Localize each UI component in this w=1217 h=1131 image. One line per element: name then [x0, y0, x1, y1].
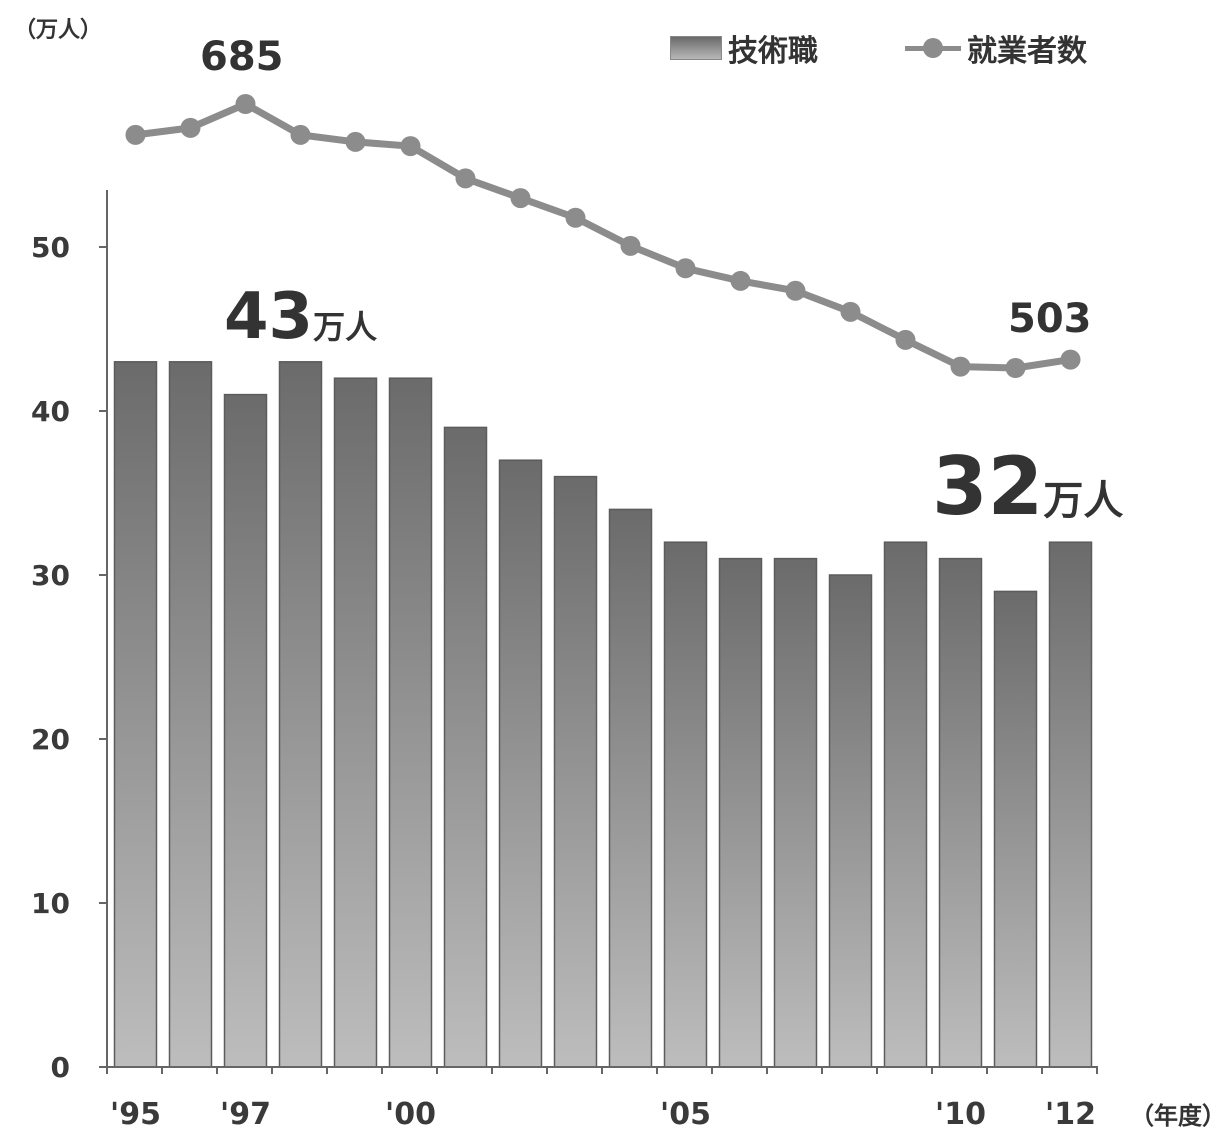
- legend-item-bar: 技術職: [670, 28, 818, 69]
- x-tick-label: '12: [1045, 1097, 1096, 1131]
- chart-axes: [99, 190, 1098, 1074]
- bar: [828, 574, 873, 1068]
- line-point: [785, 280, 806, 301]
- y-tick-label: 10: [31, 887, 70, 920]
- bar: [553, 475, 598, 1068]
- line-swatch-icon: [905, 37, 961, 59]
- x-tick-label: '05: [660, 1097, 711, 1131]
- bar: [663, 541, 708, 1068]
- callout-bar-start: 43万人: [224, 280, 377, 354]
- bar: [938, 557, 983, 1068]
- legend-line-label: 就業者数: [967, 34, 1087, 69]
- bar: [1048, 541, 1093, 1068]
- bar: [883, 541, 928, 1068]
- bar: [113, 361, 158, 1068]
- y-tick-label: 20: [31, 723, 70, 756]
- bar: [993, 590, 1038, 1068]
- line-point: [950, 356, 971, 377]
- line-point: [125, 124, 146, 145]
- bar: [443, 426, 488, 1068]
- bar: [168, 361, 213, 1068]
- x-tick-label: '10: [935, 1097, 986, 1131]
- line-point: [565, 207, 586, 228]
- line-point: [455, 168, 476, 189]
- y-tick-label: 50: [31, 231, 70, 264]
- x-tick-label: '95: [110, 1097, 161, 1131]
- line-point: [180, 117, 201, 138]
- bar: [773, 557, 818, 1068]
- line-point: [1060, 349, 1081, 370]
- callout-bar-end: 32万人: [932, 440, 1123, 533]
- x-tick-labels: '95 '97 '00 '05 '10 '12: [110, 1097, 1096, 1131]
- line-point: [510, 188, 531, 209]
- line-point: [345, 131, 366, 152]
- x-axis-unit-label: （年度）: [1130, 1102, 1217, 1130]
- bar: [278, 361, 323, 1068]
- callout-bar-start-value: 43: [224, 280, 314, 354]
- bar: [333, 377, 378, 1068]
- y-tick-label: 0: [51, 1051, 70, 1084]
- line-point: [620, 235, 641, 256]
- line-point: [235, 94, 256, 114]
- y-tick-label: 30: [31, 559, 70, 592]
- legend-bar-label: 技術職: [728, 34, 818, 69]
- y-tick-label: 40: [31, 395, 70, 428]
- line-point: [730, 270, 751, 291]
- line-point: [895, 329, 916, 350]
- bar: [223, 393, 268, 1068]
- line-point: [675, 258, 696, 279]
- bar: [388, 377, 433, 1068]
- bar: [718, 557, 763, 1068]
- y-tick-labels: 0 10 20 30 40 50: [31, 231, 70, 1084]
- callout-bar-end-value: 32: [932, 440, 1044, 533]
- callout-line-end: 503: [1008, 296, 1092, 342]
- line-path: [135, 100, 1072, 372]
- line-point: [290, 124, 311, 145]
- bar-series-gijutsushoku: [113, 361, 1093, 1068]
- bar: [608, 508, 653, 1068]
- callout-line-peak: 685: [200, 34, 284, 80]
- legend-item-line: 就業者数: [905, 28, 1087, 69]
- y-axis-unit-label: （万人）: [14, 18, 103, 43]
- line-point: [1005, 358, 1026, 378]
- bar-swatch-icon: [670, 36, 722, 60]
- callout-bar-start-unit: 万人: [313, 308, 378, 346]
- line-point: [400, 136, 421, 157]
- line-point: [840, 301, 861, 322]
- callout-bar-end-unit: 万人: [1043, 478, 1124, 524]
- x-tick-label: '00: [385, 1097, 436, 1131]
- line-series-shugyoshasu: [125, 94, 1081, 378]
- bar: [498, 459, 543, 1068]
- x-tick-label: '97: [220, 1097, 271, 1131]
